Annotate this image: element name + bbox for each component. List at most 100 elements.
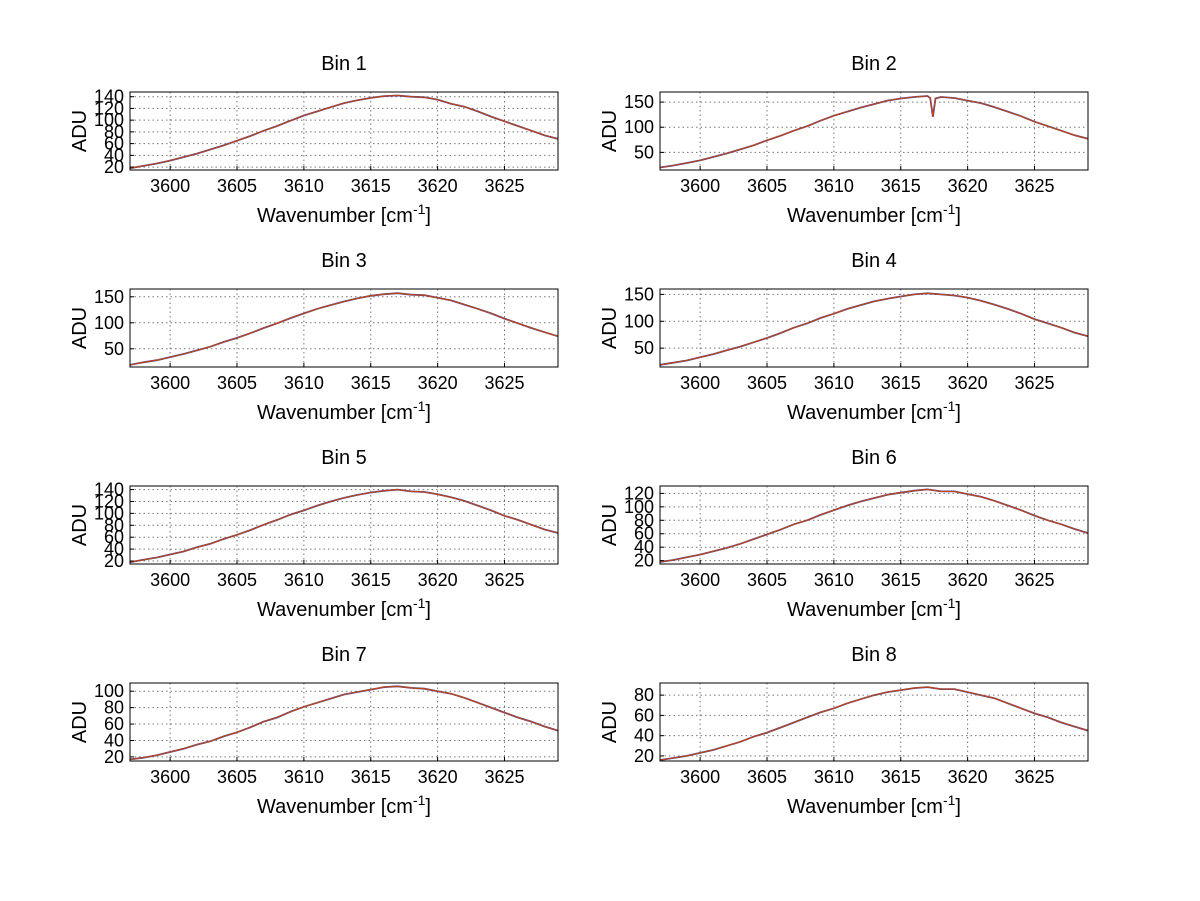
x-tick-label: 3605 xyxy=(747,373,787,393)
spectrum-trace-blue xyxy=(659,292,1089,366)
spectrum-trace-red xyxy=(129,685,559,760)
x-tick-label: 3600 xyxy=(680,176,720,196)
plot-box xyxy=(659,91,1089,171)
x-tick-label: 3610 xyxy=(284,767,324,787)
spectrum-trace-blue xyxy=(129,685,559,761)
y-tick-label: 60 xyxy=(104,527,124,547)
y-tick-label: 100 xyxy=(624,117,654,137)
y-tick-label: 80 xyxy=(104,698,124,718)
subplot-bin-4: Bin 4 3600 3605 3610 3615 3620 3625 50 100 150ADU… xyxy=(599,250,1089,424)
plot-box xyxy=(129,91,559,171)
y-tick-label: 100 xyxy=(94,503,124,523)
y-tick-label: 40 xyxy=(634,726,654,746)
y-tick-label: 50 xyxy=(634,338,654,358)
spectrum-trace-blue xyxy=(129,488,559,564)
x-axis-label: Wavenumber [cm-1] xyxy=(787,792,961,818)
y-tick-label: 80 xyxy=(634,685,654,705)
y-tick-label: 40 xyxy=(104,145,124,165)
y-tick-label: 100 xyxy=(624,497,654,517)
x-tick-label: 3615 xyxy=(881,570,921,590)
x-tick-label: 3600 xyxy=(680,767,720,787)
y-axis-label: ADU xyxy=(69,307,91,349)
x-tick-label: 3625 xyxy=(1014,373,1054,393)
y-tick-label: 20 xyxy=(104,747,124,767)
x-axis-label: Wavenumber [cm-1] xyxy=(787,398,961,424)
x-tick-label: 3605 xyxy=(217,176,257,196)
plot-box xyxy=(659,682,1089,762)
x-axis-label: Wavenumber [cm-1] xyxy=(787,595,961,621)
y-tick-label: 140 xyxy=(94,87,124,107)
spectrum-trace-red xyxy=(659,292,1089,366)
x-tick-label: 3610 xyxy=(814,570,854,590)
y-tick-label: 150 xyxy=(624,284,654,304)
x-tick-label: 3615 xyxy=(351,570,391,590)
x-axis-label: Wavenumber [cm-1] xyxy=(257,595,431,621)
subplot-title: Bin 8 xyxy=(851,644,897,666)
x-tick-label: 3605 xyxy=(217,570,257,590)
spectrum-trace-blue xyxy=(659,488,1089,563)
spectrum-trace-blue xyxy=(659,95,1089,169)
x-tick-label: 3615 xyxy=(351,373,391,393)
subplot-bin-2: Bin 2 3600 3605 3610 3615 3620 3625 50 100 150ADU… xyxy=(599,53,1089,227)
x-tick-label: 3615 xyxy=(351,176,391,196)
x-tick-label: 3600 xyxy=(150,176,190,196)
x-tick-label: 3620 xyxy=(418,176,458,196)
x-tick-label: 3620 xyxy=(418,373,458,393)
y-axis-label: ADU xyxy=(599,504,621,546)
subplot-title: Bin 6 xyxy=(851,447,897,469)
x-tick-label: 3625 xyxy=(484,570,524,590)
x-tick-label: 3610 xyxy=(814,176,854,196)
y-tick-label: 80 xyxy=(104,122,124,142)
subplot-title: Bin 1 xyxy=(321,53,367,75)
x-tick-label: 3610 xyxy=(284,570,324,590)
y-tick-label: 60 xyxy=(634,705,654,725)
x-tick-label: 3600 xyxy=(150,767,190,787)
x-tick-label: 3625 xyxy=(1014,570,1054,590)
plot-box xyxy=(659,288,1089,368)
subplot-bin-3: Bin 3 3600 3605 3610 3615 3620 3625 50 100 150ADU… xyxy=(69,250,559,424)
y-tick-label: 20 xyxy=(104,551,124,571)
y-axis-label: ADU xyxy=(599,307,621,349)
y-tick-label: 100 xyxy=(94,681,124,701)
x-tick-label: 3605 xyxy=(217,767,257,787)
spectrum-trace-blue xyxy=(129,292,559,366)
x-tick-label: 3625 xyxy=(484,373,524,393)
x-tick-label: 3605 xyxy=(747,570,787,590)
plot-box xyxy=(659,485,1089,565)
subplot-bin-1: Bin 1 3600 3605 3610 3615 3620 3625 20406080100… xyxy=(69,53,559,227)
y-tick-label: 80 xyxy=(634,510,654,530)
subplot-title: Bin 5 xyxy=(321,447,367,469)
x-tick-label: 3605 xyxy=(747,767,787,787)
spectrum-trace-red xyxy=(659,488,1089,563)
x-tick-label: 3600 xyxy=(680,373,720,393)
spectrum-trace-red xyxy=(659,95,1089,169)
y-tick-label: 80 xyxy=(104,515,124,535)
y-tick-label: 50 xyxy=(104,339,124,359)
y-tick-label: 150 xyxy=(624,92,654,112)
y-tick-label: 100 xyxy=(94,313,124,333)
spectrum-trace-red xyxy=(659,686,1089,761)
x-axis-label: Wavenumber [cm-1] xyxy=(257,398,431,424)
subplot-title: Bin 4 xyxy=(851,250,897,272)
y-tick-label: 20 xyxy=(634,746,654,766)
x-tick-label: 3615 xyxy=(881,373,921,393)
y-tick-label: 60 xyxy=(104,714,124,734)
x-axis-label: Wavenumber [cm-1] xyxy=(257,792,431,818)
y-tick-label: 120 xyxy=(94,491,124,511)
subplot-bin-5: Bin 5 3600 3605 3610 3615 3620 3625 20406080100… xyxy=(69,447,559,621)
y-tick-label: 140 xyxy=(94,480,124,500)
y-tick-label: 40 xyxy=(634,537,654,557)
y-tick-label: 60 xyxy=(634,524,654,544)
x-tick-label: 3625 xyxy=(1014,767,1054,787)
y-axis-label: ADU xyxy=(599,701,621,743)
y-tick-label: 20 xyxy=(104,157,124,177)
y-tick-label: 60 xyxy=(104,134,124,154)
spectrum-trace-red xyxy=(129,94,559,169)
x-tick-label: 3615 xyxy=(881,767,921,787)
subplot-bin-7: Bin 7 3600 3605 3610 3615 3620 3625 20406080100… xyxy=(69,644,559,818)
x-tick-label: 3625 xyxy=(484,767,524,787)
y-axis-label: ADU xyxy=(599,110,621,152)
plot-box xyxy=(129,682,559,762)
x-tick-label: 3600 xyxy=(680,570,720,590)
